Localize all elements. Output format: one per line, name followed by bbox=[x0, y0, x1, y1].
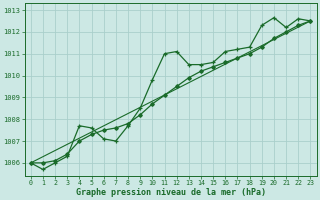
X-axis label: Graphe pression niveau de la mer (hPa): Graphe pression niveau de la mer (hPa) bbox=[76, 188, 266, 197]
